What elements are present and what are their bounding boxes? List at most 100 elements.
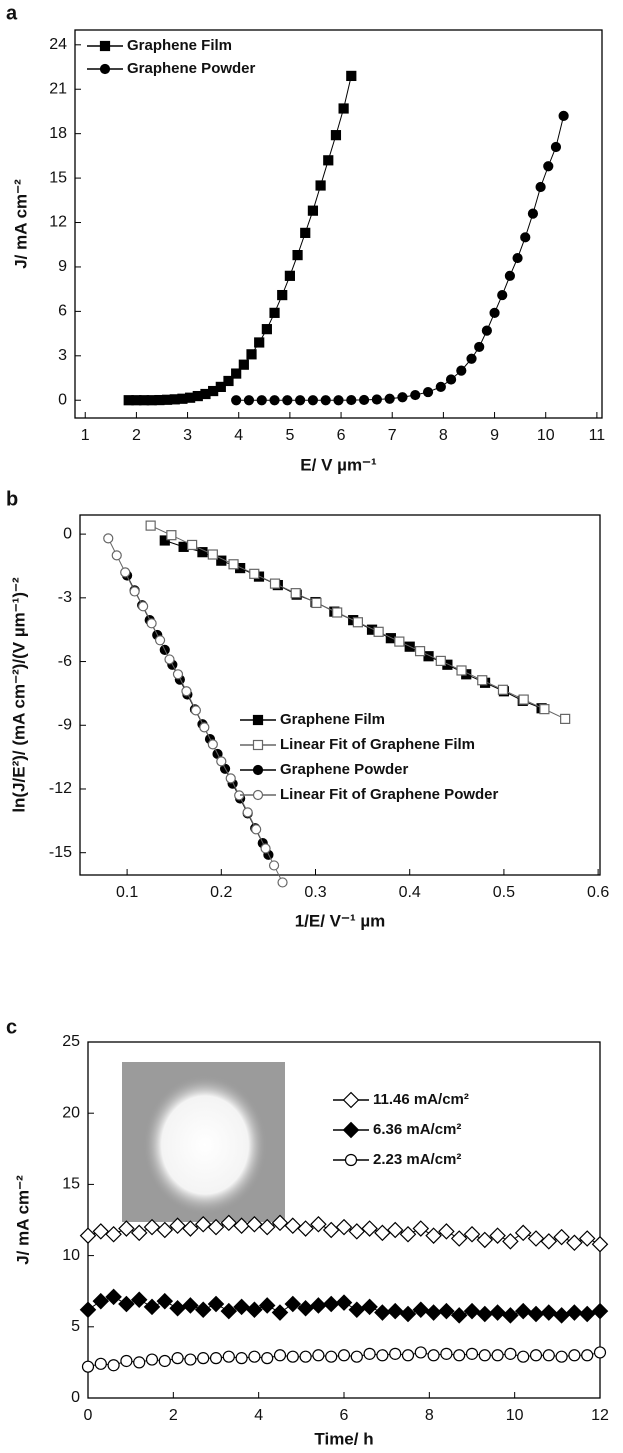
marker: [311, 597, 322, 609]
marker: [105, 1225, 122, 1243]
marker: [310, 1215, 327, 1233]
marker: [156, 1292, 174, 1310]
marker: [540, 1233, 558, 1250]
marker: [384, 393, 395, 404]
x-tick-label: 0.3: [304, 884, 326, 901]
y-tick-label: -9: [58, 716, 72, 733]
marker: [477, 675, 488, 686]
marker: [295, 395, 306, 406]
marker: [578, 1305, 596, 1323]
marker: [307, 395, 319, 406]
marker: [338, 103, 349, 114]
x-tick-label: 7: [388, 427, 397, 444]
legend-label: 11.46 mA/cm²: [373, 1091, 469, 1108]
marker: [489, 1304, 506, 1321]
marker: [130, 1224, 148, 1242]
marker: [207, 1218, 225, 1236]
x-tick-label: 11: [589, 427, 606, 444]
marker: [261, 324, 272, 335]
marker: [550, 141, 562, 153]
marker: [322, 1295, 340, 1313]
marker: [246, 1301, 263, 1318]
x-axis-label: Time/ h: [314, 1429, 373, 1448]
marker: [581, 1349, 594, 1362]
marker: [337, 1349, 351, 1362]
marker: [543, 161, 554, 172]
x-tick-label: 6: [340, 1407, 349, 1424]
inset-photo: [122, 1062, 285, 1222]
marker: [414, 1346, 427, 1359]
marker: [154, 635, 166, 646]
marker: [156, 1221, 174, 1239]
x-axis-label: E/ V µm⁻¹: [300, 455, 377, 474]
marker: [593, 1346, 607, 1359]
marker: [425, 1227, 442, 1244]
marker: [92, 1292, 110, 1310]
marker: [194, 1301, 212, 1318]
marker: [277, 877, 288, 888]
marker: [190, 705, 201, 716]
marker: [146, 618, 157, 629]
marker: [489, 307, 500, 318]
marker: [143, 1298, 161, 1316]
x-tick-label: 8: [439, 427, 448, 444]
marker: [138, 601, 149, 612]
marker: [164, 654, 175, 665]
marker: [373, 626, 384, 637]
marker: [235, 1352, 248, 1365]
marker: [284, 1217, 302, 1234]
marker: [438, 1223, 455, 1240]
marker: [103, 533, 114, 544]
y-axis-label: J/ mA cm⁻²: [13, 1175, 32, 1265]
marker: [273, 1349, 287, 1362]
marker: [159, 535, 170, 546]
marker: [94, 1357, 107, 1370]
y-tick-label: 18: [49, 125, 67, 142]
plot-frame: [74, 29, 603, 419]
marker: [187, 539, 198, 551]
y-tick-label: 5: [71, 1318, 80, 1335]
marker: [385, 633, 396, 644]
marker: [504, 270, 516, 281]
marker: [231, 368, 242, 379]
marker: [166, 530, 177, 541]
y-tick-label: 0: [63, 525, 72, 542]
marker: [566, 1304, 583, 1321]
marker: [502, 1307, 519, 1324]
marker: [233, 1217, 250, 1234]
marker: [105, 1288, 122, 1306]
marker: [463, 1302, 481, 1320]
marker: [401, 1349, 415, 1362]
marker: [514, 1224, 532, 1242]
marker: [414, 646, 426, 657]
marker: [182, 1297, 199, 1314]
panel-label: c: [6, 1016, 17, 1038]
marker: [118, 1295, 135, 1313]
marker: [346, 394, 357, 406]
marker: [358, 394, 370, 406]
marker: [476, 1305, 494, 1323]
marker: [478, 1349, 491, 1362]
x-tick-label: 0.1: [116, 884, 138, 901]
marker: [261, 1352, 274, 1365]
marker: [243, 395, 255, 406]
marker: [435, 381, 446, 393]
y-tick-label: 6: [58, 303, 67, 320]
marker: [249, 568, 260, 579]
marker: [194, 1215, 212, 1233]
marker: [335, 1218, 353, 1236]
y-tick-label: 0: [58, 391, 67, 408]
marker: [120, 567, 131, 578]
marker: [481, 325, 492, 336]
marker: [129, 586, 140, 597]
marker: [178, 541, 189, 552]
marker: [374, 1224, 391, 1242]
marker: [120, 1354, 133, 1368]
y-tick-label: 20: [62, 1104, 80, 1121]
y-tick-label: 15: [49, 169, 67, 186]
marker: [181, 686, 192, 697]
legend-label: Graphene Film: [280, 711, 385, 728]
marker: [542, 1349, 555, 1362]
legend-marker: [344, 1153, 358, 1167]
